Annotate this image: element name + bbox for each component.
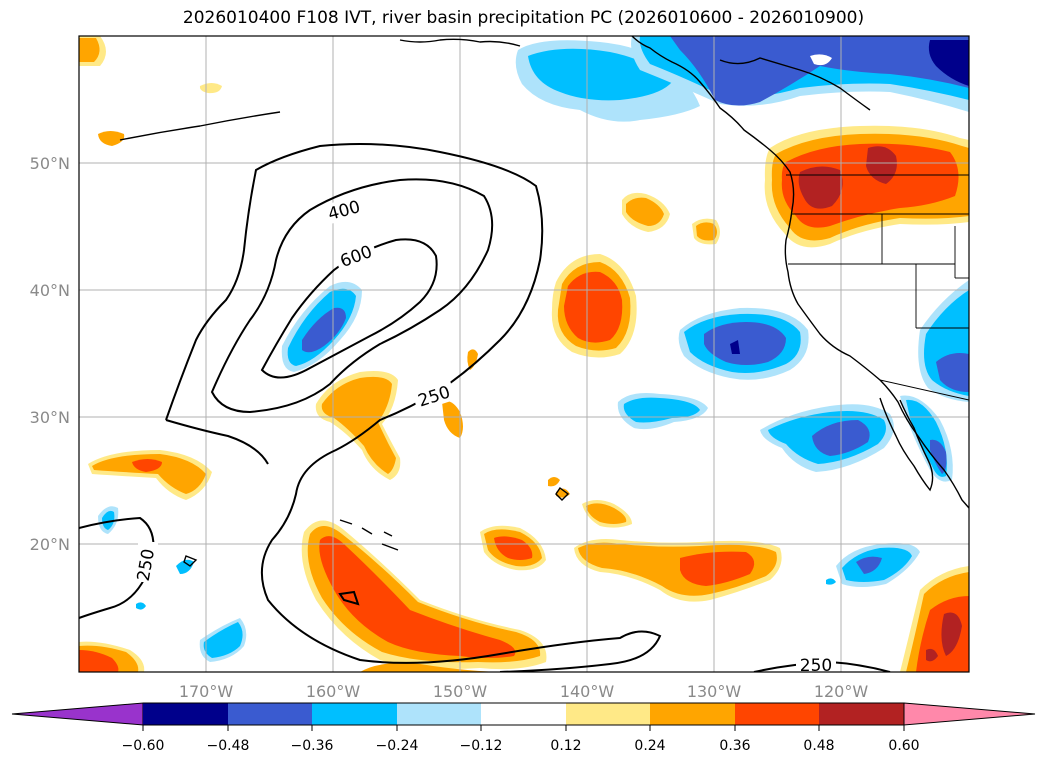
lat-label-20n: 20°N (30, 535, 70, 554)
map-title: 2026010400 F108 IVT, river basin precipi… (182, 8, 865, 28)
colorbar-tick-label: 0.24 (634, 738, 665, 754)
anomaly-blob-southwest-positive (79, 641, 145, 672)
latitude-labels: 50°N 40°N 30°N 20°N (30, 154, 70, 554)
colorbar-swatch (312, 703, 397, 725)
anomaly-blob-west-negative (281, 281, 362, 372)
colorbar-swatch (819, 703, 904, 725)
gridlines (79, 36, 969, 672)
colorbar-tick-label: −0.48 (207, 738, 250, 754)
anomaly-blob-topleft (79, 36, 106, 66)
colorbar-tick-label: 0.12 (550, 738, 581, 754)
longitude-labels: 170°W 160°W 150°W 140°W 130°W 120°W (179, 682, 869, 701)
anomaly-blob-far-west-negative (98, 506, 119, 534)
anomaly-blob-baja-negative (760, 404, 894, 472)
colorbar-extend-max (903, 702, 1036, 726)
lon-label-150w: 150°W (433, 682, 488, 701)
anomaly-blob-south-positive-1 (480, 525, 546, 571)
anomaly-blob-california-negative (900, 280, 969, 482)
colorbar-swatch (566, 703, 650, 725)
anomaly-blob-small-orange-3 (692, 218, 720, 245)
contour-labels: 400 600 250 250 250 (134, 195, 836, 676)
anomaly-blob-central-positive (551, 254, 637, 358)
colorbar-tick-label: −0.24 (376, 738, 419, 754)
anomaly-blob-southeast-negative (836, 543, 920, 587)
colorbar-swatch (650, 703, 735, 725)
colorbar-tick-label: −0.12 (460, 738, 503, 754)
coastlines (119, 36, 969, 567)
colorbar-tick-label: 0.60 (888, 738, 919, 754)
anomaly-blob-small-yellow (199, 83, 222, 94)
colorbar-swatch (481, 703, 566, 725)
anomaly-blob-hawaii-positive (301, 520, 547, 672)
anomaly-blob-small-orange-4 (442, 401, 463, 438)
map-frame (78, 35, 970, 673)
anomaly-blob-small-orange-2 (622, 192, 670, 232)
lon-label-120w: 120°W (814, 682, 869, 701)
colorbar: −0.60 −0.48 −0.36 −0.24 −0.12 0.12 0.24 … (11, 702, 1036, 754)
anomaly-blob-southeast-positive (900, 566, 969, 672)
colorbar-tick-label: −0.36 (291, 738, 334, 754)
lon-label-140w: 140°W (560, 682, 615, 701)
anomaly-blob-far-west-positive (88, 450, 212, 500)
lat-label-30n: 30°N (30, 408, 70, 427)
lon-label-170w: 170°W (179, 682, 234, 701)
anomaly-blob-central-negative (678, 307, 809, 380)
colorbar-swatch (228, 703, 312, 725)
anomaly-blob-near-250 (315, 371, 401, 480)
anomaly-blob-southwest-negative (199, 618, 247, 662)
anomaly-blob-south-positive-3 (574, 539, 782, 602)
colorbar-tick-label: 0.36 (719, 738, 750, 754)
contour-label-250-south: 250 (800, 656, 832, 676)
anomaly-blob-tiny-blue (136, 602, 146, 610)
colorbar-swatch (143, 703, 228, 725)
anomaly-blob-tiny-blue-3 (826, 578, 836, 585)
map-plot-area: 400 600 250 250 250 (79, 36, 969, 676)
anomaly-blob-tiny-blue-2 (176, 559, 194, 574)
anomaly-blob-small-orange (98, 131, 125, 146)
colorbar-tick-label: −0.60 (122, 738, 165, 754)
lon-label-160w: 160°W (306, 682, 361, 701)
anomaly-blob-mid-negative (617, 393, 708, 430)
lat-label-50n: 50°N (30, 154, 70, 173)
anomaly-blob-south-positive-2 (582, 500, 632, 528)
colorbar-swatch (735, 703, 819, 725)
colorbar-extend-min (11, 702, 144, 726)
state-borders (786, 174, 969, 401)
anomaly-blob-small-orange-5 (467, 349, 478, 370)
colorbar-tick-label: 0.48 (803, 738, 834, 754)
anomaly-blob-canada-negative (515, 36, 969, 122)
lon-label-130w: 130°W (687, 682, 742, 701)
lat-label-40n: 40°N (30, 281, 70, 300)
colorbar-swatch (397, 703, 481, 725)
anomaly-blob-tiny-orange (548, 477, 560, 487)
